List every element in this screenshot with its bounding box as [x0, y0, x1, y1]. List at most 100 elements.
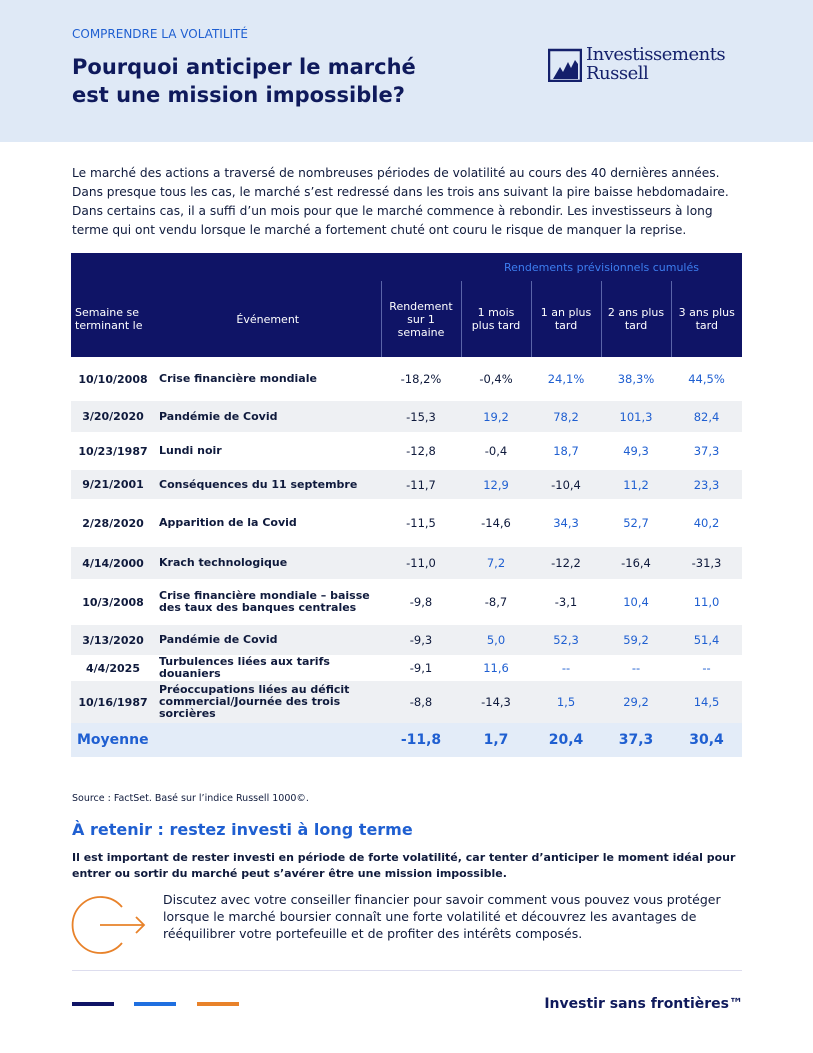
- table-cell: Apparition de la Covid: [159, 516, 297, 529]
- average-cell: 30,4: [671, 723, 742, 757]
- table-cell: 1,5: [531, 681, 601, 723]
- dash: [197, 1002, 239, 1006]
- table-cell: Préoccupations liées au déficit commerci…: [155, 681, 381, 723]
- table-cell: 19,2: [461, 401, 531, 432]
- table-cell: 37,3: [693, 444, 720, 458]
- table-cell: -14,6: [481, 516, 511, 530]
- header-cell: [71, 253, 461, 281]
- takeaway-title: À retenir : restez investi à long terme: [72, 820, 413, 839]
- average-row: Moyenne -11,8 1,7 20,4 37,3 30,4: [71, 723, 742, 757]
- table-cell: -11,7: [381, 470, 461, 499]
- table-row: 10/23/1987 Lundi noir -12,8 -0,4 18,7 49,3 37,…: [71, 432, 742, 470]
- table-row: 10/10/2008 Crise financière mondiale -18,2…: [71, 357, 742, 401]
- takeaway-bold: Il est important de rester investi en pé…: [72, 851, 736, 880]
- table-cell: 12,9: [461, 470, 531, 499]
- table-cell: 11,2: [601, 470, 671, 499]
- table-cell: -8,8: [381, 681, 461, 723]
- logo: Investissements Russell: [548, 44, 726, 84]
- header-row: Semaine se terminant le Événement Rendemen…: [71, 281, 742, 357]
- table-cell: -12,8: [406, 444, 436, 458]
- table-row: 4/4/2025 Turbulences liées aux tarifs dou…: [71, 655, 742, 681]
- title-line: Pourquoi anticiper le marché: [72, 55, 416, 79]
- table-cell: 59,2: [601, 625, 671, 655]
- table-cell: -3,1: [554, 595, 578, 609]
- table-cell: Turbulences liées aux tarifs douaniers: [159, 655, 330, 680]
- table-cell: 101,3: [601, 401, 671, 432]
- table-cell: Crise financière mondiale – baisse des t…: [159, 589, 370, 614]
- column-header: 1 an plus tard: [530, 281, 601, 357]
- logo-line: Russell: [586, 63, 649, 84]
- column-header: 3 ans plus tard: [670, 281, 742, 357]
- logo-line: Investissements: [586, 44, 726, 65]
- table-cell: 5,0: [461, 625, 531, 655]
- table-cell: -11,5: [406, 516, 436, 530]
- table-cell: -12,2: [531, 547, 601, 579]
- table-cell: 10/10/2008: [78, 372, 148, 386]
- header-band: COMPRENDRE LA VOLATILITÉ Pourquoi antici…: [0, 0, 813, 142]
- table-cell: -9,8: [409, 595, 433, 609]
- table-row: 2/28/2020 Apparition de la Covid -11,5 -14,…: [71, 499, 742, 547]
- table-cell: -14,3: [461, 681, 531, 723]
- table-cell: 82,4: [671, 401, 742, 432]
- table-cell: Pandémie de Covid: [155, 401, 381, 432]
- table-cell: -9,1: [409, 661, 433, 675]
- table-cell: -8,7: [484, 595, 508, 609]
- table-cell: 40,2: [693, 516, 720, 530]
- table-cell: -0,4%: [479, 372, 513, 386]
- table-cell: 3/20/2020: [71, 401, 155, 432]
- table-cell: 52,7: [623, 516, 649, 530]
- takeaway-text: Discutez avec votre conseiller financier…: [163, 892, 721, 941]
- table-cell: --: [631, 661, 641, 675]
- title-line: est une mission impossible?: [72, 83, 405, 107]
- icon: [71, 896, 146, 954]
- table-row: 4/14/2000 Krach technologique -11,0 7,2 -12,…: [71, 547, 742, 579]
- group-header: Rendements prévisionnels cumulés: [461, 253, 742, 281]
- table-cell: -15,3: [381, 401, 461, 432]
- tagline: Investir sans frontières™: [544, 996, 743, 1012]
- table-row: 3/13/2020 Pandémie de Covid -9,3 5,0 52,3 59,…: [71, 625, 742, 655]
- table-cell: 9/21/2001: [71, 470, 155, 499]
- table-cell: -11,0: [381, 547, 461, 579]
- table-cell: 29,2: [601, 681, 671, 723]
- table-row: 9/21/2001 Conséquences du 11 septembre -11…: [71, 470, 742, 499]
- table-cell: -0,4: [484, 444, 508, 458]
- table-cell: Conséquences du 11 septembre: [155, 470, 381, 499]
- table-cell: Krach technologique: [155, 547, 381, 579]
- column-header: 1 mois plus tard: [460, 281, 531, 357]
- table-cell: -10,4: [531, 470, 601, 499]
- table-cell: 10/3/2008: [82, 595, 144, 609]
- column-header: Rendement sur 1 semaine: [380, 281, 461, 357]
- table-cell: 10/16/1987: [71, 681, 155, 723]
- average-cell: 20,4: [531, 723, 601, 757]
- average-cell: 37,3: [601, 723, 671, 757]
- table-cell: 34,3: [553, 516, 579, 530]
- table-cell: 38,3%: [617, 372, 655, 386]
- table-row: 10/3/2008 Crise financière mondiale – bai…: [71, 579, 742, 625]
- table-cell: Pandémie de Covid: [155, 625, 381, 655]
- table-cell: 44,5%: [688, 372, 725, 386]
- column-header: Événement: [155, 281, 381, 357]
- table-cell: 3/13/2020: [71, 625, 155, 655]
- title: Pourquoi anticiper le marché est une miss…: [72, 53, 416, 109]
- table-cell: 24,1%: [547, 372, 585, 386]
- dash: [134, 1002, 176, 1006]
- table-cell: 7,2: [461, 547, 531, 579]
- table-cell: 18,7: [553, 444, 579, 458]
- table-cell: -18,2%: [400, 372, 442, 386]
- table-cell: 78,2: [531, 401, 601, 432]
- table-cell: --: [702, 661, 711, 675]
- logo-text: Investissements Russell: [586, 44, 726, 84]
- table-cell: Lundi noir: [159, 444, 222, 457]
- intro: Le marché des actions a traversé de nomb…: [72, 166, 729, 237]
- table-cell: 11,0: [693, 595, 720, 609]
- returns-table: Rendements prévisionnels cumulés Semaine …: [71, 253, 742, 757]
- table-cell: 11,6: [483, 661, 509, 675]
- logo-icon: [548, 48, 582, 82]
- table-cell: 52,3: [531, 625, 601, 655]
- table-cell: 49,3: [623, 444, 649, 458]
- table-cell: 51,4: [671, 625, 742, 655]
- column-header: 2 ans plus tard: [600, 281, 671, 357]
- column-header: Semaine se terminant le: [71, 281, 155, 357]
- table-cell: -16,4: [601, 547, 671, 579]
